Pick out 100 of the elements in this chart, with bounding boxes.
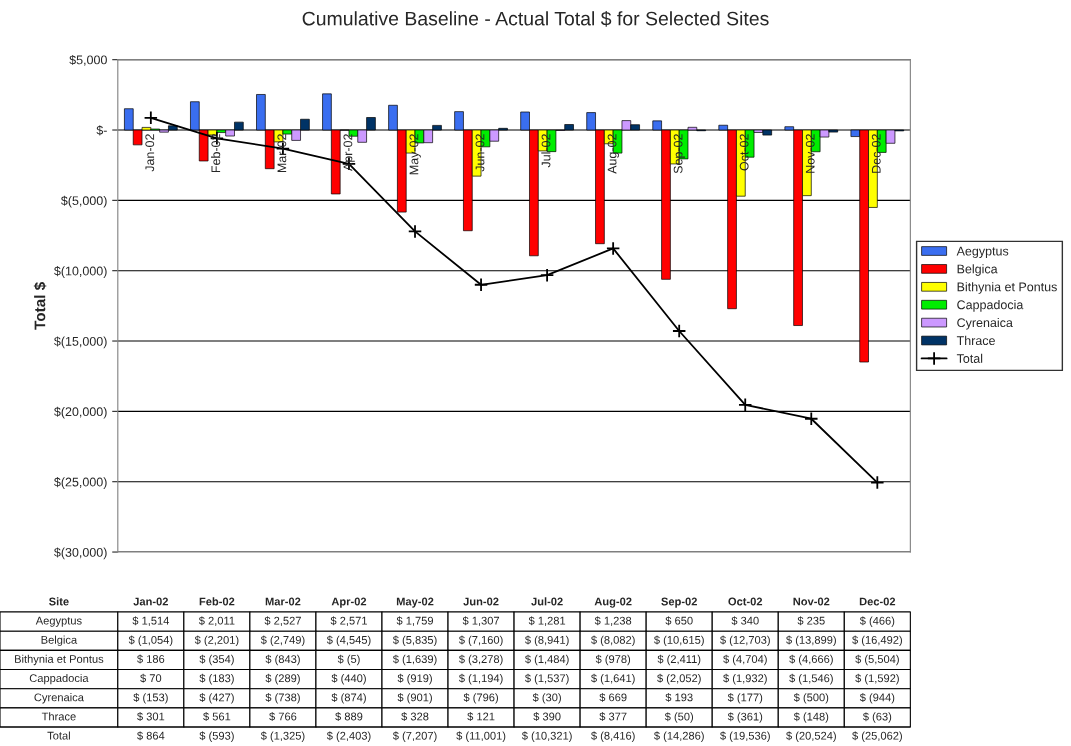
text: Aegyptus: [35, 616, 82, 627]
x-tick-label: Dec-02: [859, 597, 896, 606]
category-label: Feb-02: [211, 134, 221, 173]
data-label: $ (30): [532, 693, 561, 704]
data-label: $ (14,286): [653, 731, 704, 742]
category-label: Aug-02: [607, 134, 619, 174]
category-label: Mar-02: [277, 134, 287, 173]
y-axis-title: Total $: [33, 282, 47, 330]
y-tick-label: $(30,000): [54, 547, 107, 560]
category-label: Nov-02: [805, 134, 815, 173]
point: [473, 277, 489, 292]
data-label: $ (1,537): [524, 673, 569, 685]
legend-label: Belgica: [957, 264, 998, 276]
data-label: $ (1,194): [458, 673, 503, 685]
data-label: $ 669: [599, 692, 627, 702]
data-label: $ (19,536): [720, 731, 770, 742]
data-label: $ (4,704): [723, 654, 767, 666]
data-label: $ 70: [140, 673, 162, 683]
data-label: $ (5,504): [855, 654, 899, 666]
x-tick-label: Aug-02: [594, 597, 632, 608]
data-label: $ 1,307: [462, 616, 500, 626]
data-label: $ (177): [727, 693, 763, 704]
data-label: $ (2,411): [657, 654, 701, 666]
point: [804, 411, 819, 426]
data-label: $ (843): [265, 654, 300, 666]
data-label: $ (1,546): [789, 673, 833, 685]
legend-label: Aegyptus: [956, 246, 1009, 258]
data-label: $ (4,666): [789, 654, 833, 666]
data-label: $ (16,492): [852, 635, 902, 647]
legend-label: Cyrenaica: [957, 317, 1013, 330]
category-label: Jan-02: [145, 134, 155, 172]
x-tick-label: Apr-02: [331, 597, 367, 608]
data-label: $ (2,403): [326, 731, 371, 742]
x-tick-label: Jan-02: [133, 597, 168, 606]
x-tick-label: Jul-02: [531, 597, 563, 606]
data-label: $ (153): [133, 693, 168, 704]
data-label: $ 186: [137, 654, 165, 664]
data-label: $ 235: [797, 616, 825, 626]
data-label: $ 2,571: [330, 616, 367, 626]
category-label: Sep-02: [673, 134, 686, 174]
data-label: $ (8,941): [524, 635, 569, 647]
data-label: $ (10,615): [653, 635, 704, 647]
data-label: $ (20,524): [786, 731, 836, 742]
data-label: $ 301: [137, 712, 165, 722]
data-label: $ (13,899): [786, 635, 836, 647]
text: Cappadocia: [29, 673, 89, 685]
data-label: $ (10,321): [521, 731, 572, 742]
data-label: $ (1,639): [392, 654, 437, 666]
category-label: Jun-02: [475, 134, 485, 172]
x-tick-label: Nov-02: [793, 597, 830, 606]
data-label: $ 2,011: [198, 616, 235, 626]
data-label: $ (8,082): [591, 635, 635, 647]
data-label: $ 889: [335, 712, 363, 722]
y-tick-label: $(25,000): [54, 477, 107, 489]
legend-label: Bithynia et Pontus: [957, 282, 1057, 294]
y-tick-label: $-: [96, 125, 107, 136]
point: [539, 268, 555, 283]
data-label: $ (7,207): [392, 731, 437, 742]
category-label: Dec-02: [871, 134, 881, 173]
data-label: $ (2,749): [260, 635, 305, 647]
data-label: $ (354): [199, 654, 234, 666]
data-label: $ (1,932): [723, 673, 767, 685]
data-label: $ 1,238: [594, 616, 632, 626]
text: Site: [49, 597, 69, 606]
category-label: Jul-02: [541, 134, 551, 168]
data-label: $ (978): [595, 654, 631, 666]
data-label: $ (440): [331, 673, 366, 685]
text: Belgica: [41, 635, 78, 646]
data-label: $ (500): [793, 693, 829, 704]
text: Cyrenaica: [34, 693, 84, 704]
data-label: $ 864: [137, 731, 165, 741]
data-label: $ (874): [331, 693, 366, 704]
data-label: $ 340: [731, 616, 759, 626]
legend-label: Thrace: [956, 335, 995, 346]
data-label: $ (466): [859, 616, 895, 627]
x-tick-label: Mar-02: [265, 597, 301, 606]
data-label: $ (8,416): [591, 731, 635, 742]
data-label: $ (11,001): [456, 731, 506, 742]
data-label: $ (2,201): [194, 635, 239, 647]
data-label: $ (738): [265, 693, 300, 704]
data-label: $ 1,759: [396, 616, 434, 626]
data-label: $ 1,514: [132, 616, 170, 626]
x-tick-label: Feb-02: [199, 597, 235, 606]
text: Bithynia et Pontus: [15, 654, 104, 666]
point: [605, 241, 621, 256]
data-label: $ (1,592): [855, 673, 899, 685]
point: [870, 475, 885, 490]
point: [738, 397, 753, 412]
point: [143, 110, 158, 126]
y-tick-label: $(20,000): [54, 406, 107, 419]
data-label: $ (3,278): [458, 654, 503, 666]
data-label: $ (1,641): [591, 673, 635, 685]
data-label: $ (944): [859, 693, 895, 704]
y-tick-label: $(10,000): [54, 266, 107, 278]
data-label: $ 390: [533, 712, 561, 722]
data-label: $ 377: [599, 712, 627, 722]
data-label: $ (12,703): [720, 635, 770, 647]
data-label: $ 193: [665, 692, 693, 702]
data-label: $ (427): [199, 693, 234, 704]
data-label: $ 121: [467, 712, 495, 722]
